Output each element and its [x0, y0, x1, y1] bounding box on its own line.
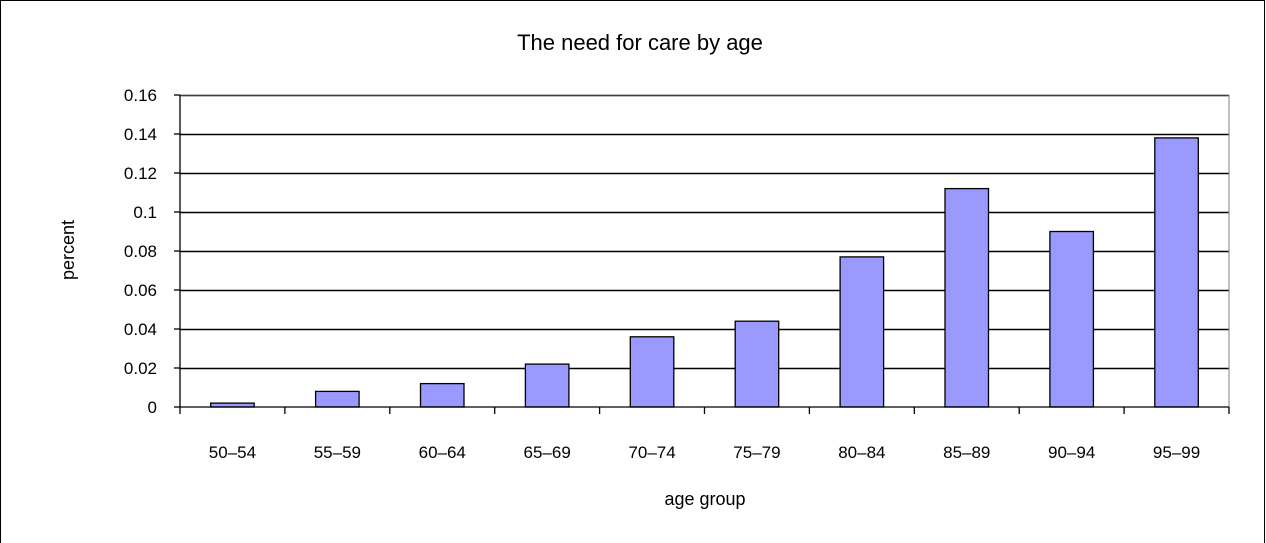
y-tick-label: 0.1 [133, 203, 157, 222]
y-tick-label: 0.14 [124, 125, 157, 144]
bar-55–59 [314, 390, 360, 408]
axes [174, 94, 1230, 414]
x-tick-label: 75–79 [733, 443, 780, 462]
y-axis-tick-labels: 0 0.02 0.04 0.06 0.08 0.1 0.12 0.14 0.16 [124, 86, 157, 417]
y-tick-label: 0.16 [124, 86, 157, 105]
bar-90–94 [1049, 230, 1095, 408]
x-tick-label: 80–84 [838, 443, 885, 462]
x-tick-label: 70–74 [628, 443, 675, 462]
y-tick-label: 0 [148, 398, 157, 417]
bar-70–74 [629, 336, 675, 408]
chart-title: The need for care by age [517, 30, 763, 55]
y-tick-label: 0.04 [124, 320, 157, 339]
x-tick-label: 90–94 [1048, 443, 1095, 462]
x-tick-label: 65–69 [524, 443, 571, 462]
bars [210, 137, 1199, 408]
x-tick-label: 95–99 [1153, 443, 1200, 462]
x-tick-label: 50–54 [209, 443, 256, 462]
y-tick-label: 0.02 [124, 359, 157, 378]
bar-95–99 [1154, 137, 1199, 408]
x-tick-label: 60–64 [419, 443, 466, 462]
x-axis-title: age group [664, 489, 745, 509]
bar-65–69 [524, 363, 570, 408]
x-axis-tick-labels: 50–54 55–59 60–64 65–69 70–74 75–79 80–84 85–89… [209, 443, 1200, 462]
y-tick-label: 0.06 [124, 281, 157, 300]
x-tick-label: 55–59 [314, 443, 361, 462]
x-tick-label: 85–89 [943, 443, 990, 462]
bar-60–64 [419, 382, 465, 408]
y-tick-label: 0.12 [124, 164, 157, 183]
y-tick-label: 0.08 [124, 242, 157, 261]
bar-80–84 [839, 256, 885, 408]
bar-75–79 [734, 320, 780, 408]
y-axis-title: percent [58, 220, 78, 280]
bar-85–89 [944, 187, 990, 408]
